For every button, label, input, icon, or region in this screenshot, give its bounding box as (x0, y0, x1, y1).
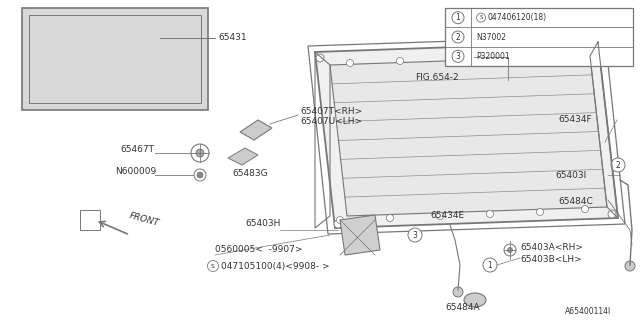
Text: 65434F: 65434F (558, 116, 591, 124)
Circle shape (397, 58, 403, 65)
Text: 65484A: 65484A (445, 303, 479, 313)
Text: 65483G: 65483G (232, 169, 268, 178)
Text: 65407T<RH>: 65407T<RH> (300, 108, 362, 116)
Circle shape (477, 13, 486, 22)
Text: 65403B<LH>: 65403B<LH> (520, 255, 582, 265)
Text: 047105100(4)<9908- >: 047105100(4)<9908- > (221, 261, 330, 270)
Circle shape (541, 52, 548, 59)
Polygon shape (340, 215, 380, 255)
Text: 65431: 65431 (218, 34, 246, 43)
Polygon shape (228, 148, 258, 165)
Circle shape (452, 50, 464, 62)
Circle shape (436, 212, 444, 220)
Circle shape (508, 247, 513, 252)
Circle shape (194, 169, 206, 181)
Circle shape (452, 12, 464, 24)
Polygon shape (240, 120, 272, 140)
Text: 3: 3 (413, 230, 417, 239)
Text: 65403I: 65403I (555, 171, 586, 180)
Text: 0560005<  -9907>: 0560005< -9907> (215, 245, 303, 254)
Text: 047406120(18): 047406120(18) (488, 13, 547, 22)
Text: N600009: N600009 (115, 167, 156, 177)
Circle shape (504, 244, 516, 256)
Text: P320001: P320001 (476, 52, 509, 61)
Circle shape (497, 53, 504, 60)
Circle shape (334, 220, 342, 228)
Bar (445, 8, 633, 66)
Polygon shape (29, 15, 201, 103)
Circle shape (387, 214, 394, 221)
Text: S: S (479, 15, 483, 20)
Text: 65484C: 65484C (558, 197, 593, 206)
Circle shape (486, 211, 493, 218)
Circle shape (483, 258, 497, 272)
Circle shape (447, 55, 454, 62)
Circle shape (207, 260, 218, 271)
Circle shape (408, 228, 422, 242)
Text: 3: 3 (456, 52, 460, 61)
Circle shape (452, 31, 464, 43)
Polygon shape (330, 56, 607, 216)
Text: 65407U<LH>: 65407U<LH> (300, 117, 362, 126)
Text: 2: 2 (616, 161, 620, 170)
Circle shape (346, 60, 353, 67)
Circle shape (536, 209, 543, 215)
Text: 1: 1 (488, 260, 492, 269)
Text: 65403A<RH>: 65403A<RH> (520, 244, 583, 252)
Circle shape (191, 144, 209, 162)
Circle shape (196, 149, 204, 157)
Circle shape (625, 261, 635, 271)
Circle shape (582, 205, 589, 212)
Text: FRONT: FRONT (128, 212, 160, 228)
Circle shape (316, 54, 324, 62)
Text: S: S (211, 263, 215, 268)
Circle shape (197, 172, 203, 178)
Circle shape (608, 210, 616, 218)
Text: 65403H: 65403H (245, 220, 280, 228)
Circle shape (611, 158, 625, 172)
Text: 1: 1 (456, 13, 460, 22)
Text: N37002: N37002 (476, 33, 506, 42)
Circle shape (453, 287, 463, 297)
Ellipse shape (464, 293, 486, 307)
Text: 65467T: 65467T (120, 146, 154, 155)
Text: FIG.654-2: FIG.654-2 (415, 74, 459, 83)
Polygon shape (315, 42, 618, 228)
Text: 65434E: 65434E (430, 212, 464, 220)
Circle shape (589, 44, 597, 52)
Text: A65400114I: A65400114I (565, 308, 611, 316)
Polygon shape (22, 8, 208, 110)
Circle shape (337, 217, 344, 223)
Text: 2: 2 (456, 33, 460, 42)
